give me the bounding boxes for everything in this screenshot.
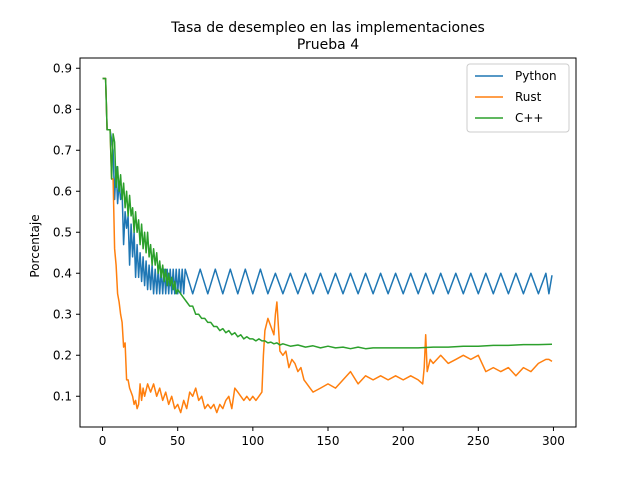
y-tick-label: 0.9 [53,61,72,75]
legend: Python Rust C++ [466,63,570,133]
x-tick-label: 200 [392,434,415,448]
axes-layer: 0 50 100 150 200 250 300 0.1 0.2 0.3 0.4 0.5 0.6 0.7 0… [53,57,577,448]
series-line-cpp [102,77,553,350]
x-tick-label: 100 [241,434,264,448]
chart-subtitle: Prueba 4 [297,37,359,53]
y-tick-label: 0.7 [53,143,72,157]
y-tick-label: 0.8 [53,102,72,116]
y-axis-label: Porcentaje [28,214,42,277]
x-tick-label: 150 [317,434,340,448]
series-line-python [102,77,553,295]
legend-label: Rust [515,90,542,104]
x-tick-label: 300 [542,434,565,448]
y-tick-label: 0.4 [53,266,72,280]
legend-label: C++ [515,111,544,125]
x-tick-label: 50 [170,434,185,448]
y-tick-label: 0.3 [53,307,72,321]
x-tick-label: 0 [99,434,107,448]
series-layer [102,77,553,414]
y-tick-label: 0.1 [53,389,72,403]
series-line-rust [102,77,553,414]
y-tick-label: 0.6 [53,184,72,198]
x-tick-label: 250 [467,434,490,448]
legend-label: Python [515,69,557,83]
legend-box [466,63,570,133]
y-tick-label: 0.2 [53,348,72,362]
chart-title: Tasa de desempleo en las implementacione… [170,20,485,36]
y-tick-label: 0.5 [53,225,72,239]
